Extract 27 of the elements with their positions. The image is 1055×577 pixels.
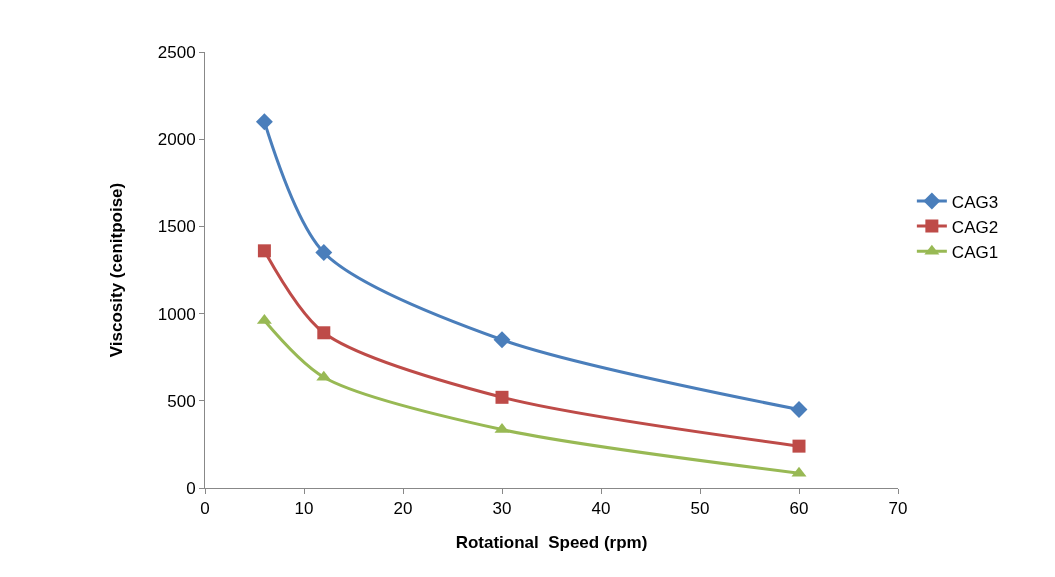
x-tick-label: 60 xyxy=(789,499,809,519)
x-tick-label: 50 xyxy=(690,499,710,519)
point xyxy=(792,439,806,453)
point xyxy=(495,390,509,404)
x-tick-label: 0 xyxy=(200,499,210,519)
legend-label: CAG1 xyxy=(951,242,999,262)
y-tick-label: 1000 xyxy=(157,304,196,324)
point xyxy=(315,244,333,262)
x-axis-title: Rotational Speed (rpm) xyxy=(455,532,648,552)
point xyxy=(257,244,271,258)
y-tick-label: 500 xyxy=(167,391,196,411)
y-axis-title: Viscosity (cenitpoise) xyxy=(107,182,127,358)
x-tick-label: 70 xyxy=(888,499,908,519)
x-tick-label: 30 xyxy=(492,499,512,519)
point xyxy=(317,326,331,340)
y-tick-label: 0 xyxy=(186,478,196,498)
point xyxy=(255,113,273,131)
legend-label: CAG3 xyxy=(951,192,999,212)
y-tick-label: 2500 xyxy=(157,42,196,62)
x-tick-label: 10 xyxy=(294,499,314,519)
x-tick-label: 40 xyxy=(591,499,611,519)
point xyxy=(493,331,511,349)
y-tick-label: 2000 xyxy=(157,130,196,150)
x-tick-label: 20 xyxy=(393,499,413,519)
legend-label: CAG2 xyxy=(951,217,999,237)
point xyxy=(790,401,808,418)
y-tick-label: 1500 xyxy=(157,217,196,237)
